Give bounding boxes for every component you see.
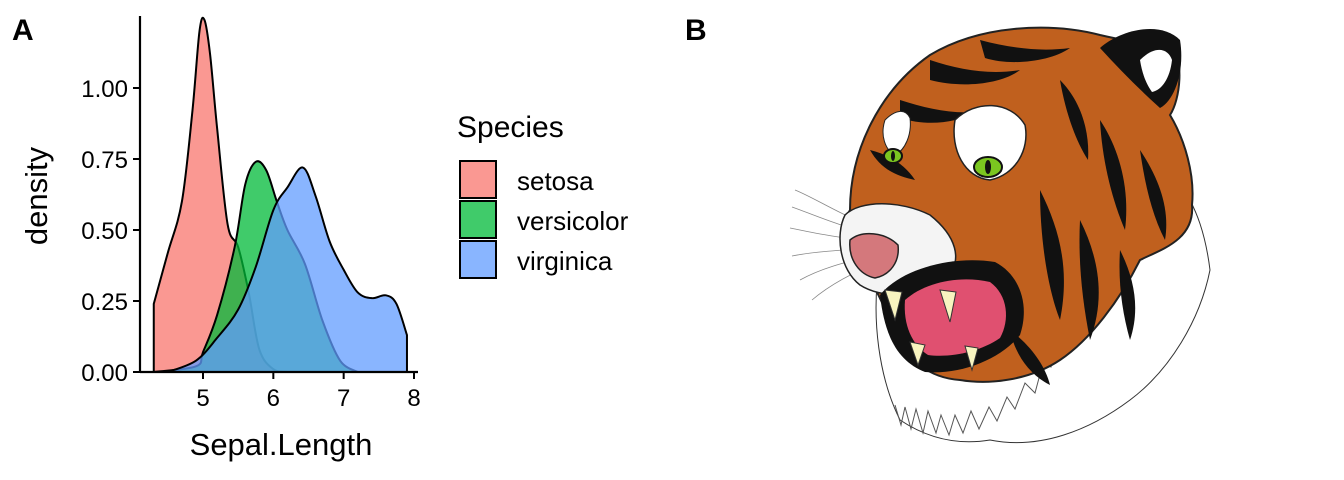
y-tick-label: 0.50 xyxy=(81,218,128,245)
x-tick-label: 6 xyxy=(267,385,280,412)
legend-label-setosa: setosa xyxy=(517,166,594,196)
tiger-nose xyxy=(849,233,899,279)
x-tick-label: 8 xyxy=(407,385,420,412)
density-areas xyxy=(152,16,408,373)
tiger-tongue xyxy=(904,279,1006,356)
y-tick-label: 0.00 xyxy=(81,360,128,387)
legend-swatch-versicolor xyxy=(459,200,497,239)
density-chart: 0.00 0.25 0.50 0.75 1.00 5 6 7 8 Sepal.Length d… xyxy=(19,16,421,462)
legend-label-versicolor: versicolor xyxy=(517,206,629,236)
tiger-eye-patch-left xyxy=(882,111,911,156)
panel-a-label: A xyxy=(12,14,34,47)
density-area-setosa xyxy=(153,17,288,372)
legend-label-virginica: virginica xyxy=(517,246,613,276)
panel-b-label: B xyxy=(685,14,707,47)
x-tick-label: 7 xyxy=(337,385,350,412)
density-area-virginica xyxy=(167,167,407,372)
tiger-fur-fringe xyxy=(894,336,1058,437)
legend-items: setosa versicolor virginica xyxy=(459,160,629,279)
y-tick-label: 1.00 xyxy=(81,76,128,103)
y-axis-title: density xyxy=(19,146,54,245)
tiger-left-pupil xyxy=(891,151,895,161)
x-axis-title: Sepal.Length xyxy=(190,427,373,462)
tiger-fangs xyxy=(884,289,979,372)
tiger-illustration xyxy=(789,26,1211,444)
tiger-ear xyxy=(1100,28,1182,108)
y-axis-ticks: 0.00 0.25 0.50 0.75 1.00 xyxy=(81,76,140,387)
x-tick-label: 5 xyxy=(196,385,209,412)
y-tick-label: 0.25 xyxy=(81,289,128,316)
legend-title: Species xyxy=(457,111,564,144)
tiger-eye-patch xyxy=(953,104,1027,181)
legend: Species setosa versicolor virginica xyxy=(457,111,629,279)
y-tick-label: 0.75 xyxy=(81,147,128,174)
legend-swatch-virginica xyxy=(459,240,497,279)
density-outline-virginica xyxy=(167,166,408,373)
x-axis-ticks: 5 6 7 8 xyxy=(196,372,421,412)
tiger-ear-inner xyxy=(1140,49,1172,92)
legend-swatch-setosa xyxy=(459,160,497,199)
tiger-stripes xyxy=(870,40,1167,385)
tiger-right-pupil xyxy=(985,160,991,174)
